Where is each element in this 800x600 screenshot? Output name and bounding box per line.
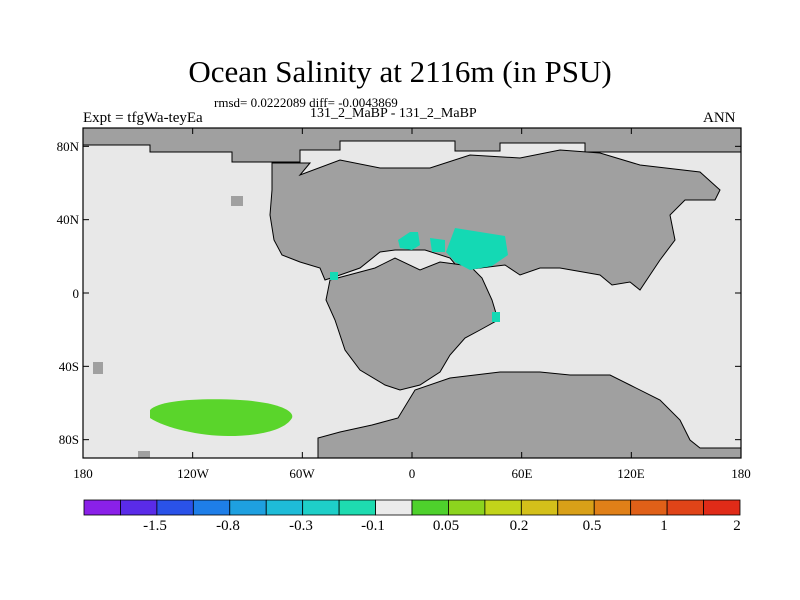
colorbar-swatch (557, 499, 595, 516)
anomaly-negative-atlantic (330, 272, 338, 280)
colorbar-label: 0.2 (509, 518, 529, 534)
lat-label: 40S (58, 359, 79, 374)
lon-label: 120W (177, 466, 209, 481)
colorbar-label: -1.5 (143, 518, 167, 534)
colorbar-swatch (375, 499, 413, 516)
colorbar-label: 0.5 (582, 518, 602, 534)
lon-label: 120E (617, 466, 645, 481)
anomaly-negative-mediterranean (398, 232, 420, 250)
lat-label: 40N (56, 212, 79, 227)
cases-label: 131_2_MaBP - 131_2_MaBP (310, 106, 477, 121)
season-label: ANN (703, 110, 736, 126)
lat-label: 80S (58, 432, 79, 447)
colorbar-swatch (265, 499, 304, 516)
colorbar-swatch (520, 499, 559, 516)
map-title: Ocean Salinity at 2116m (in PSU) (188, 54, 612, 89)
lon-label: 180 (73, 466, 93, 481)
colorbar-swatch (666, 499, 704, 516)
lon-label: 60E (511, 466, 533, 481)
land-south-continent (325, 257, 499, 391)
colorbar-swatch (484, 499, 522, 516)
colorbar-label: -0.8 (216, 518, 240, 534)
lon-label: 0 (408, 466, 416, 481)
lat-label: 0 (72, 286, 80, 301)
colorbar-swatch (593, 499, 632, 516)
colorbar-swatch (302, 499, 340, 516)
colorbar-swatch (156, 499, 194, 516)
land-antarctica (317, 371, 742, 459)
colorbar-label: 0.05 (432, 518, 460, 534)
anomaly-negative-mediterranean (446, 228, 508, 270)
colorbar-label: 2 (733, 518, 741, 534)
colorbar-label: 1 (660, 518, 668, 534)
lon-label: 180 (731, 466, 751, 481)
colorbar-swatch (192, 499, 231, 516)
land-island (138, 451, 150, 458)
land-north-continent (269, 149, 721, 291)
anomaly-negative-indian (492, 312, 500, 322)
colorbar-swatch (703, 499, 741, 516)
colorbar (83, 499, 741, 516)
colorbar-swatch (229, 499, 267, 516)
colorbar-swatch (448, 499, 486, 516)
colorbar-swatch (83, 499, 121, 516)
land-island (410, 418, 418, 432)
axis-ticks (82, 128, 742, 458)
colorbar-swatch (630, 499, 668, 516)
land-island (93, 362, 103, 374)
experiment-label: Expt = tfgWa-teyEa (83, 110, 203, 126)
anomaly-positive-south-pacific (150, 399, 293, 436)
colorbar-swatch (411, 499, 449, 516)
colorbar-label: -0.1 (361, 518, 385, 534)
land-island (231, 196, 243, 206)
colorbar-swatch (120, 499, 158, 516)
colorbar-label: -0.3 (289, 518, 313, 534)
anomaly-negative-mediterranean (430, 238, 445, 252)
stats-line: rmsd= 0.0222089 diff= -0.0043869 (214, 95, 398, 110)
lat-label: 80N (56, 139, 79, 154)
lon-label: 60W (289, 466, 315, 481)
colorbar-swatch (338, 499, 376, 516)
